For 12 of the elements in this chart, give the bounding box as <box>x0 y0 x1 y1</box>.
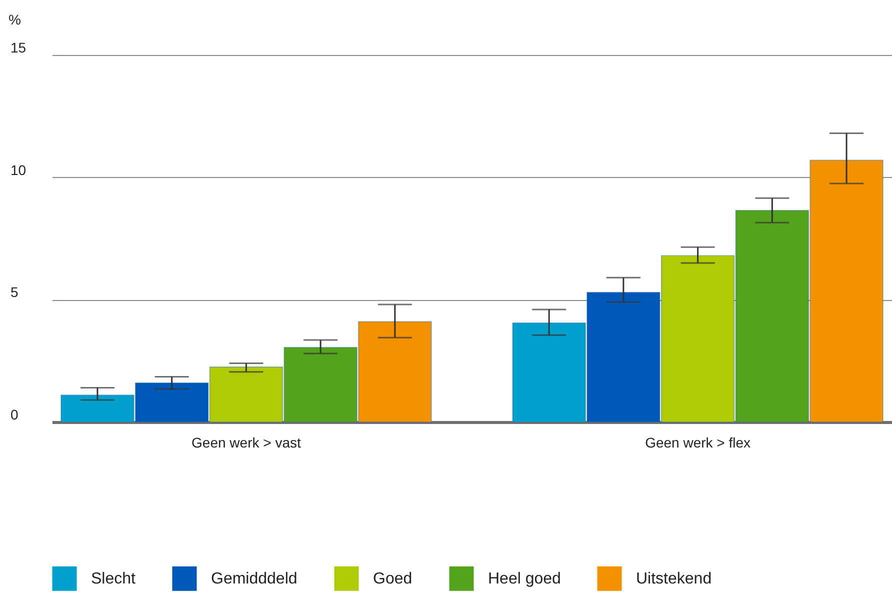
legend-label: Heel goed <box>488 570 561 588</box>
legend-label: Goed <box>373 570 412 588</box>
y-tick-label: 15 <box>10 40 26 56</box>
y-tick-label: 5 <box>10 284 18 300</box>
legend-label: Gemidddeld <box>211 570 298 588</box>
legend-label: Uitstekend <box>636 570 712 588</box>
y-tick-label: 10 <box>10 162 26 178</box>
y-tick-label: 0 <box>10 406 18 422</box>
x-tick-label: Geen werk > flex <box>645 434 751 450</box>
legend-label: Slecht <box>91 570 136 588</box>
y-axis-title: % <box>8 12 21 28</box>
x-tick-label: Geen werk > vast <box>192 434 301 450</box>
